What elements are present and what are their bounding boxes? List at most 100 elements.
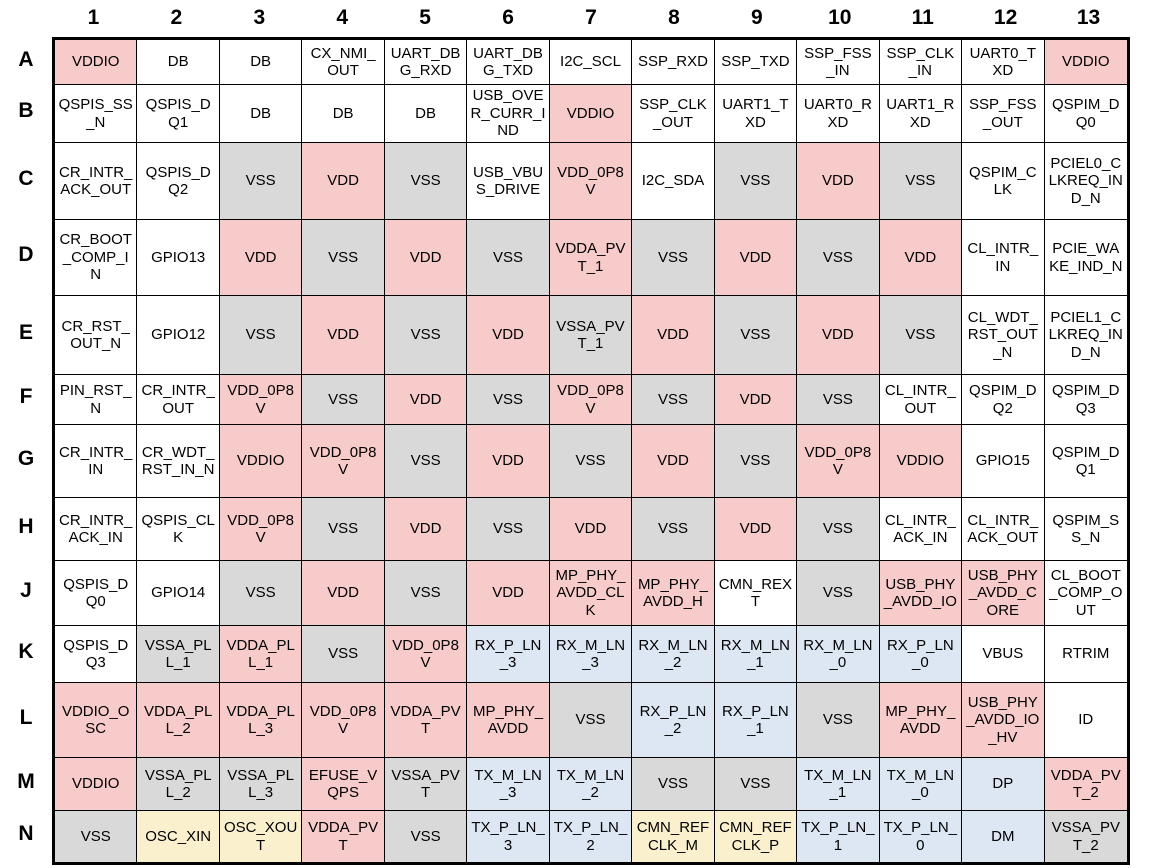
- pin-A5: UART_DBG_RXD: [384, 40, 468, 85]
- pin-label: CX_NMI_OUT: [310, 44, 376, 79]
- pin-label: VSSA_PLL_1: [144, 636, 212, 671]
- pin-L13: ID: [1044, 683, 1127, 758]
- pin-N8: CMN_REFCLK_M: [632, 811, 715, 862]
- pin-label: VDD_0P8V: [557, 382, 624, 417]
- pin-label: UART1_RXD: [886, 96, 955, 131]
- pin-label: QSPIS_DQ1: [145, 96, 211, 131]
- pin-label: VSS: [410, 326, 441, 344]
- pin-label: VSS: [328, 248, 359, 266]
- pin-label: VDD_0P8V: [227, 382, 294, 417]
- pin-label: EFUSE_VQPS: [308, 766, 378, 801]
- column-header-1: 1: [87, 6, 100, 29]
- pin-M11: TX_M_LN_0: [879, 758, 963, 811]
- pin-A6: UART_DBG_TXD: [467, 40, 550, 85]
- pin-label: VDDIO: [1062, 53, 1110, 71]
- pin-L3: VDDA_PLL_3: [219, 683, 303, 758]
- pin-label: CR_INTR_IN: [59, 443, 133, 478]
- column-header-11: 11: [911, 6, 934, 29]
- pin-K8: RX_M_LN_2: [632, 626, 715, 683]
- pin-label: VSS: [740, 172, 771, 190]
- pin-A3: DB: [219, 40, 303, 85]
- pin-label: VDD: [409, 390, 442, 408]
- pin-K4: VSS: [302, 626, 385, 683]
- pin-J4: VDD: [302, 561, 385, 626]
- pin-label: CR_RST_OUT_N: [61, 317, 130, 352]
- pin-label: VDD_0P8V: [227, 511, 294, 546]
- pin-K1: QSPIS_DQ3: [55, 626, 138, 683]
- pin-M5: VSSA_PVT: [384, 758, 468, 811]
- pin-label: VDDA_PVT_1: [555, 240, 626, 275]
- pin-J12: USB_PHY_AVDD_CORE: [962, 561, 1045, 626]
- pin-label: DP: [992, 775, 1014, 793]
- pin-B11: UART1_RXD: [879, 85, 963, 143]
- pin-E11: VSS: [879, 296, 963, 375]
- pin-N3: OSC_XOUT: [219, 811, 303, 862]
- pin-G7: VSS: [549, 425, 633, 498]
- pin-label: USB_OVER_CURR_IND: [470, 87, 546, 140]
- pin-label: VSS: [493, 248, 524, 266]
- pin-label: QSPIM_CLK: [969, 163, 1037, 198]
- row-header-M: M: [17, 769, 35, 793]
- pin-K7: RX_M_LN_3: [549, 626, 633, 683]
- pin-K6: RX_P_LN_3: [467, 626, 550, 683]
- pin-A1: VDDIO: [55, 40, 138, 85]
- pin-label: CR_INTR_OUT: [141, 382, 215, 417]
- pin-label: VDD: [739, 390, 772, 408]
- pin-label: VSS: [740, 775, 771, 793]
- pin-label: GPIO15: [975, 452, 1030, 470]
- pin-label: VSS: [328, 645, 359, 663]
- pin-N5: VSS: [384, 811, 468, 862]
- pin-label: VDDIO: [71, 53, 120, 71]
- pin-label: VDDIO: [236, 452, 285, 470]
- pin-label: TX_M_LN_2: [556, 766, 625, 801]
- pin-K9: RX_M_LN_1: [714, 626, 798, 683]
- pin-J3: VSS: [219, 561, 303, 626]
- row-header-G: G: [17, 446, 35, 470]
- row-header-L: L: [19, 705, 33, 729]
- column-headers: 1 2 3 4 5 6 7 8 9 10 11 12 13: [52, 0, 1130, 36]
- pin-E1: CR_RST_OUT_N: [55, 296, 138, 375]
- pin-label: VSS: [410, 172, 441, 190]
- pin-A11: SSP_CLK_IN: [879, 40, 963, 85]
- pin-L1: VDDIO_OSC: [55, 683, 138, 758]
- pin-label: RX_P_LN_2: [639, 702, 707, 737]
- pin-G5: VSS: [384, 425, 468, 498]
- pin-J11: USB_PHY_AVDD_IO: [879, 561, 963, 626]
- pin-C4: VDD: [302, 143, 385, 220]
- pin-label: GPIO12: [151, 326, 206, 344]
- pin-E10: VDD: [797, 296, 880, 375]
- pin-G13: QSPIM_DQ1: [1044, 425, 1127, 498]
- pin-J1: QSPIS_DQ0: [55, 561, 138, 626]
- pin-H1: CR_INTR_ACK_IN: [55, 498, 138, 561]
- pin-label: QSPIS_SS_N: [58, 96, 133, 131]
- row-header-J: J: [20, 578, 32, 602]
- pin-label: DB: [415, 104, 436, 122]
- pin-H2: QSPIS_CLK: [137, 498, 220, 561]
- pin-label: VDD: [409, 248, 442, 266]
- pin-L11: MP_PHY_AVDD: [879, 683, 963, 758]
- pin-label: VSS: [493, 390, 524, 408]
- pin-label: QSPIM_DQ0: [1052, 96, 1120, 131]
- row-header-C: C: [18, 166, 34, 190]
- pin-label: VSS: [905, 172, 936, 190]
- pin-label: OSC_XOUT: [223, 819, 298, 854]
- pin-D7: VDDA_PVT_1: [549, 220, 633, 296]
- pin-label: QSPIS_DQ2: [145, 163, 211, 198]
- pin-label: DM: [991, 827, 1015, 845]
- pin-F11: CL_INTR_OUT: [879, 375, 963, 425]
- pin-M9: VSS: [714, 758, 798, 811]
- column-header-2: 2: [170, 6, 183, 29]
- pin-H5: VDD: [384, 498, 468, 561]
- row-header-F: F: [19, 385, 33, 408]
- pin-K10: RX_M_LN_0: [797, 626, 880, 683]
- pin-C11: VSS: [879, 143, 963, 220]
- pin-A8: SSP_RXD: [632, 40, 715, 85]
- pin-label: CL_BOOT_COMP_OUT: [1049, 566, 1123, 619]
- pin-E2: GPIO12: [137, 296, 220, 375]
- pin-N2: OSC_XIN: [137, 811, 220, 862]
- pin-label: VSS: [657, 390, 688, 408]
- pin-label: USB_PHY_AVDD_IO: [883, 575, 957, 610]
- pin-label: VSS: [410, 452, 441, 470]
- pin-label: VSS: [410, 827, 441, 845]
- pin-label: SSP_CLK_OUT: [639, 96, 707, 131]
